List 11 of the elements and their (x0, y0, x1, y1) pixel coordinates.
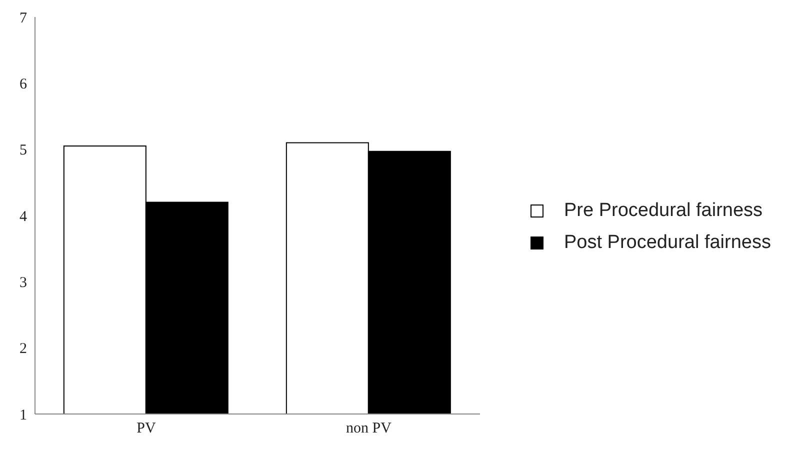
x-tick-label: non PV (346, 420, 392, 437)
y-tick-label: 1 (20, 407, 27, 424)
y-tick-label: 5 (20, 142, 27, 159)
legend-label: Post Procedural fairness (564, 232, 771, 254)
x-tick-label: PV (136, 420, 156, 437)
y-tick-label: 6 (20, 76, 28, 92)
y-tick-label: 3 (20, 274, 27, 291)
y-tick-label: 2 (20, 341, 27, 358)
y-tick-label: 7 (20, 10, 28, 26)
legend-label: Pre Procedural fairness (564, 200, 763, 222)
y-tick-label: 4 (20, 208, 28, 225)
